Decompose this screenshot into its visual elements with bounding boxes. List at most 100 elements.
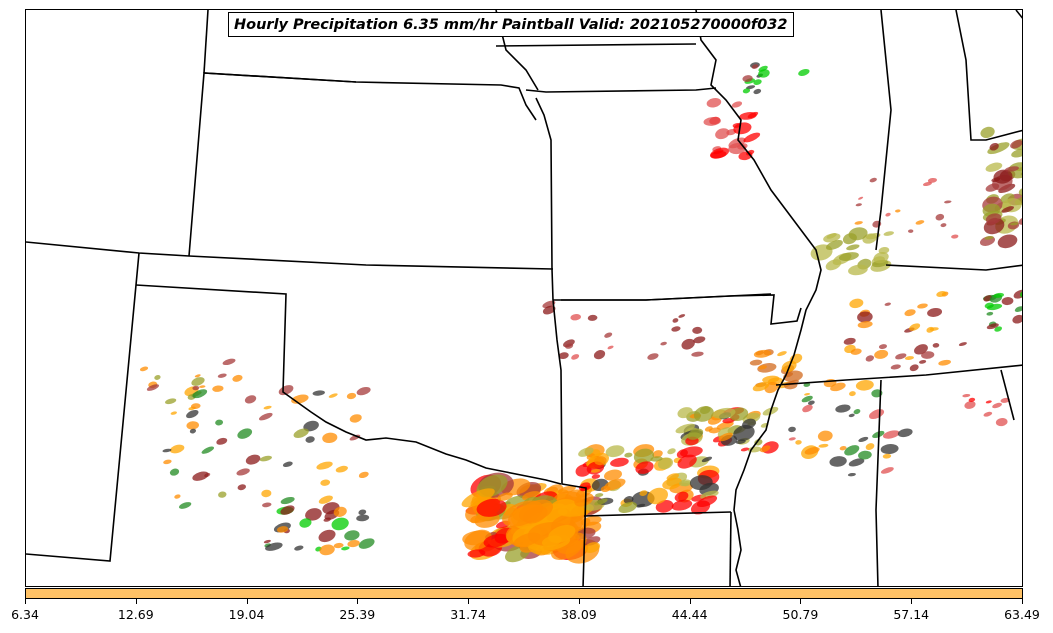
colorbar-tick-label: 38.09	[560, 607, 597, 622]
precip-blob	[691, 351, 704, 357]
precip-blob	[848, 227, 868, 241]
precip-blob	[788, 426, 796, 433]
precip-blob	[218, 491, 227, 498]
precip-blob	[237, 428, 253, 439]
precip-blob	[699, 406, 711, 415]
precip-blob	[740, 447, 750, 452]
tennessee-border	[885, 264, 1022, 271]
precip-blob	[344, 530, 360, 541]
precip-blob	[993, 292, 1005, 298]
precip-blob	[574, 493, 594, 507]
precip-blob	[982, 203, 1001, 217]
precip-blob	[804, 393, 811, 396]
precip-blob	[850, 348, 862, 355]
precip-blob	[733, 122, 752, 135]
precip-blob	[807, 400, 815, 406]
precipitation-blobs	[139, 62, 1022, 564]
colorbar-tick	[25, 599, 26, 604]
precip-blob	[212, 385, 224, 392]
precip-blob	[733, 425, 755, 441]
precip-blob	[696, 495, 718, 508]
iowa-south-border	[525, 87, 717, 93]
precip-blob	[652, 450, 663, 459]
precip-blob	[825, 259, 842, 271]
precip-blob	[222, 358, 236, 366]
precip-blob	[895, 353, 907, 360]
precip-blob	[660, 341, 667, 346]
precip-blob	[677, 454, 697, 469]
iowa-north-border	[495, 43, 697, 47]
precip-blob	[985, 162, 1003, 172]
colorbar-tick	[468, 599, 470, 604]
precip-blob	[676, 449, 688, 459]
precip-blob	[199, 385, 206, 388]
precip-blob	[798, 68, 810, 76]
precip-blob	[293, 428, 309, 438]
precip-blob	[232, 374, 243, 382]
precip-blob	[848, 413, 855, 418]
precip-blob	[752, 381, 770, 392]
precip-blob	[732, 123, 742, 128]
colorbar-tick-label: 63.49	[1004, 607, 1040, 622]
precip-blob	[681, 338, 695, 350]
precip-blob	[280, 505, 295, 515]
precip-blob	[880, 443, 899, 455]
precip-blob	[349, 414, 362, 423]
precip-blob	[865, 443, 875, 450]
precip-blob	[938, 359, 951, 366]
precip-blob	[189, 428, 197, 434]
precip-blob	[986, 311, 994, 316]
nebraska-north-border	[203, 10, 209, 74]
precip-blob	[467, 549, 486, 558]
precip-blob	[986, 323, 999, 330]
precip-blob	[994, 326, 1003, 332]
indiana-border	[955, 10, 1022, 141]
precip-blob	[333, 542, 344, 549]
precip-blob	[873, 251, 889, 264]
precip-blob	[855, 203, 862, 207]
precip-blob	[607, 345, 614, 350]
precip-blob	[951, 234, 959, 239]
precip-blob	[587, 314, 598, 321]
precip-blob	[1010, 139, 1022, 149]
precip-blob	[825, 240, 843, 250]
precip-blob	[164, 398, 177, 405]
mississippi-river	[695, 10, 822, 586]
precip-blob	[917, 303, 928, 309]
precip-blob	[918, 359, 927, 364]
precip-blob	[997, 234, 1018, 249]
precip-blob	[154, 374, 161, 380]
precip-blob	[878, 344, 888, 350]
precip-blob	[710, 147, 730, 159]
precip-blob	[263, 405, 272, 410]
precip-blob	[497, 492, 513, 501]
precip-blob	[926, 326, 935, 333]
precip-blob	[635, 461, 654, 474]
precip-blob	[335, 465, 348, 473]
precip-blob	[679, 479, 691, 487]
precip-blob	[356, 514, 370, 522]
precip-blob	[747, 111, 759, 119]
precip-blob	[882, 453, 892, 459]
precip-blob	[1000, 397, 1010, 403]
precip-blob	[675, 423, 696, 434]
precip-blob	[666, 473, 679, 481]
precip-blob	[743, 132, 761, 143]
precip-blob	[742, 75, 753, 82]
precip-blob	[618, 501, 637, 514]
precip-blob	[1001, 206, 1014, 213]
colorbar-tick	[689, 599, 691, 604]
precip-blob	[262, 502, 272, 508]
precip-blob	[318, 529, 336, 543]
precip-blob	[958, 342, 967, 347]
precip-blob	[749, 359, 763, 366]
colorbar-tick-label: 12.69	[117, 607, 154, 622]
precip-blob	[788, 437, 796, 441]
illinois-east-border	[875, 10, 892, 251]
precip-blob	[759, 445, 771, 453]
precip-blob	[964, 401, 976, 409]
precip-blob	[904, 356, 914, 360]
precip-blob	[757, 363, 777, 373]
precip-blob	[753, 79, 762, 85]
precip-blob	[846, 244, 860, 251]
